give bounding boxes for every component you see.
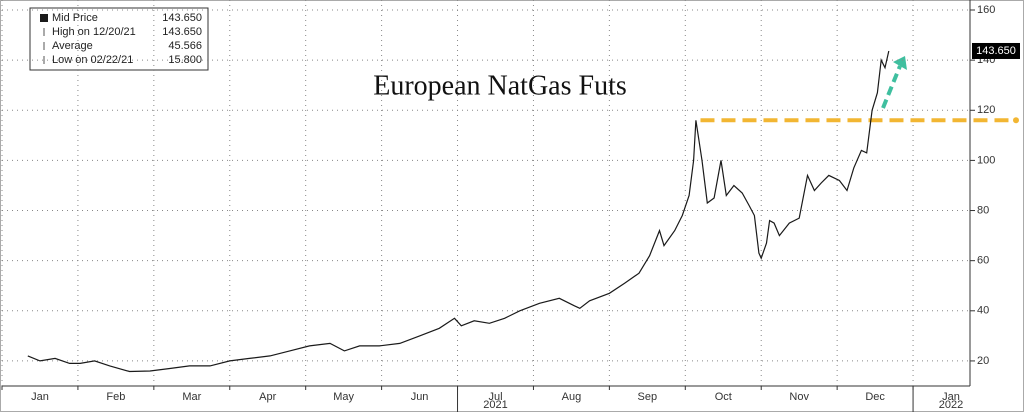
x-tick-label: Sep xyxy=(638,391,658,403)
price-line xyxy=(27,50,890,373)
reference-dot xyxy=(1013,117,1019,124)
legend-value: 45.566 xyxy=(168,40,202,52)
legend-value: 15.800 xyxy=(168,54,202,66)
x-tick-label: Jan xyxy=(942,391,960,403)
y-tick-label: 140 xyxy=(977,54,995,66)
legend-value: 143.650 xyxy=(162,26,202,38)
x-tick-label: Nov xyxy=(789,391,809,403)
x-tick-label: Dec xyxy=(865,391,885,403)
legend-label: Average xyxy=(52,40,93,52)
x-tick-label: Mar xyxy=(182,391,201,403)
legend-value: 143.650 xyxy=(162,12,202,24)
x-tick-label: Jul xyxy=(488,391,502,403)
legend-label: High on 12/20/21 xyxy=(52,26,136,38)
legend-swatch xyxy=(40,14,48,22)
x-tick-label: Feb xyxy=(106,391,125,403)
arrow-head xyxy=(893,56,907,70)
y-tick-label: 120 xyxy=(977,104,995,116)
legend-label: Mid Price xyxy=(52,12,98,24)
legend-box xyxy=(29,7,209,71)
y-tick-label: 60 xyxy=(977,255,989,267)
y-tick-label: 80 xyxy=(977,204,989,216)
last-value-label: 143.650 xyxy=(976,45,1016,57)
x-tick-label: Apr xyxy=(259,391,276,403)
x-tick-label: May xyxy=(333,391,354,403)
legend: Mid Price 143.650 High on 12/20/21 143.650 A… xyxy=(29,7,209,71)
x-tick-label: Aug xyxy=(562,391,582,403)
x-tick-label: Oct xyxy=(715,391,732,403)
y-tick-label: 100 xyxy=(977,154,995,166)
x-tick-label: Jan xyxy=(31,391,49,403)
last-value-tag xyxy=(972,42,1020,59)
y-tick-label: 160 xyxy=(977,4,995,16)
y-tick-label: 40 xyxy=(977,305,989,317)
year-label: 2022 xyxy=(939,399,963,411)
trend-arrow xyxy=(881,65,902,109)
chart-title: European NatGas Futs xyxy=(373,70,627,101)
year-label: 2021 xyxy=(483,399,507,411)
x-tick-label: Jun xyxy=(411,391,429,403)
y-tick-label: 20 xyxy=(977,355,989,367)
